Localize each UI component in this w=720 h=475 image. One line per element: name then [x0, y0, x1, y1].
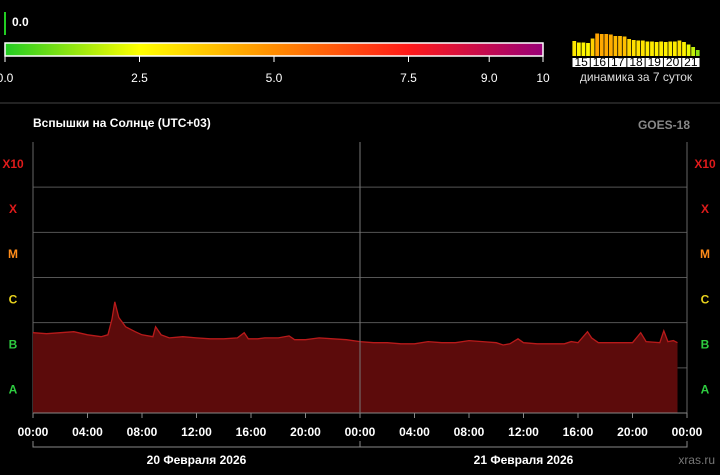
x-tick-label: 00:00 [345, 425, 376, 439]
y-tick-label: B [9, 337, 18, 351]
x-tick-label: 16:00 [236, 425, 267, 439]
mini-bar [677, 40, 682, 56]
colorbar-tick-label: 9.0 [481, 71, 498, 85]
x-tick-label: 12:00 [508, 425, 539, 439]
day-box [590, 58, 609, 67]
x-tick-label: 04:00 [399, 425, 430, 439]
source-label: GOES-18 [638, 118, 690, 132]
y-tick-label-right: C [701, 292, 710, 306]
mini-day-label: 17 [611, 55, 625, 69]
mini-bar [604, 34, 609, 56]
x-tick-label: 16:00 [563, 425, 594, 439]
day-box [645, 58, 663, 67]
current-index: 0.0 [12, 15, 29, 29]
mini-bar [672, 41, 677, 56]
x-tick-label: 00:00 [18, 425, 49, 439]
flux-area [33, 301, 678, 413]
mini-bar [686, 44, 691, 56]
mini-day-label: 21 [684, 55, 698, 69]
mini-day-label: 20 [666, 55, 680, 69]
mini-bar [572, 41, 577, 56]
x-tick-label: 00:00 [672, 425, 703, 439]
mini-day-label: 19 [648, 55, 662, 69]
colorbar-tick-label: 2.5 [131, 71, 148, 85]
credit: xras.ru [678, 453, 715, 467]
mini-bar [613, 36, 618, 56]
colorbar-tick-label: 5.0 [266, 71, 283, 85]
y-tick-label-right: A [701, 383, 710, 397]
x-tick-label: 20:00 [617, 425, 648, 439]
x-tick-label: 08:00 [454, 425, 485, 439]
mini-day-label: 16 [593, 55, 607, 69]
y-tick-label-right: X [701, 202, 709, 216]
x-tick-label: 20:00 [290, 425, 321, 439]
mini-bar [599, 34, 604, 56]
day-label: 21 Февраля 2026 [474, 453, 574, 467]
y-tick-label: C [9, 292, 18, 306]
day-box [572, 58, 590, 67]
y-tick-label-right: X10 [694, 157, 716, 171]
mini-bar [590, 38, 595, 56]
colorbar-tick-label: 0.0 [0, 71, 14, 85]
mini-bar [636, 40, 641, 56]
x-tick-label: 12:00 [181, 425, 212, 439]
mini-bar [691, 47, 696, 56]
colorbar [4, 42, 544, 57]
x-tick-label: 04:00 [72, 425, 103, 439]
mini-bar [627, 39, 632, 56]
mini-bar [608, 34, 613, 56]
y-tick-label-right: B [701, 337, 710, 351]
mini-bar [668, 41, 673, 56]
mini-bar [695, 50, 700, 56]
colorbar-tick-label: 7.5 [400, 71, 417, 85]
mini-bar [654, 42, 659, 56]
mini-bar [595, 33, 600, 56]
day-box [682, 58, 700, 67]
mini-bar [586, 43, 590, 56]
mini-bar [640, 40, 645, 56]
mini-bar [645, 41, 650, 56]
mini-bar [618, 36, 622, 56]
mini-day-label: 15 [574, 55, 588, 69]
mini-bar [663, 42, 668, 56]
colorbar-tick-label: 10 [536, 71, 550, 85]
mini-bar [659, 41, 664, 56]
mini-bar [581, 42, 586, 56]
day-box [627, 58, 645, 67]
y-tick-label: X10 [2, 157, 24, 171]
y-tick-label: X [9, 202, 17, 216]
day-box [609, 58, 627, 67]
mini-bar [576, 42, 581, 56]
x-tick-label: 08:00 [127, 425, 158, 439]
mini-caption: динамика за 7 суток [580, 70, 693, 84]
mini-bar [622, 36, 627, 56]
mini-bar [631, 40, 636, 56]
chart-title: Вспышки на Солнце (UTC+03) [33, 116, 211, 130]
day-box [663, 58, 682, 67]
mini-day-label: 18 [629, 55, 643, 69]
flux-line [32, 301, 678, 346]
y-tick-label-right: M [700, 247, 710, 261]
y-tick-label: A [9, 383, 18, 397]
y-tick-label: M [8, 247, 18, 261]
mini-bar [650, 41, 654, 56]
day-label: 20 Февраля 2026 [147, 453, 247, 467]
mini-bar [682, 42, 686, 56]
day-bracket [359, 441, 688, 448]
